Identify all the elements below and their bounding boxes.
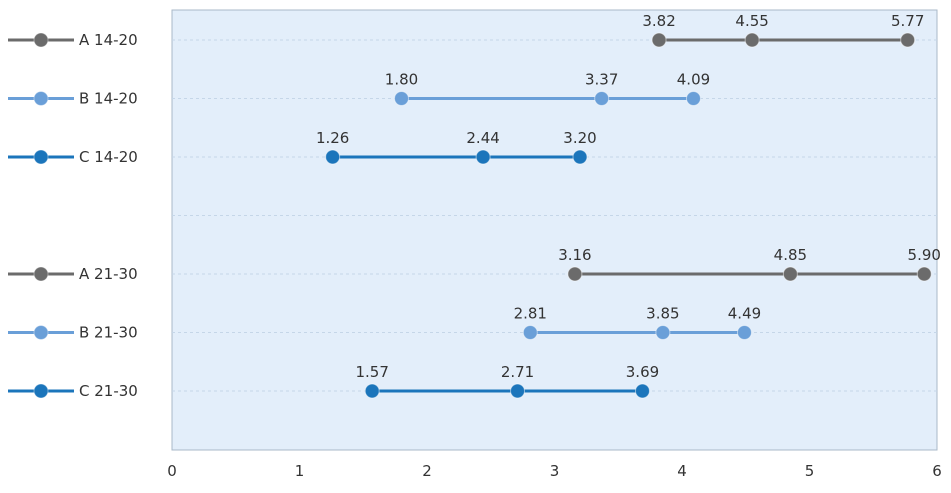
row-label: A 21-30: [79, 265, 138, 283]
x-tick-label: 2: [422, 462, 432, 480]
data-point: [685, 91, 701, 106]
data-label: 3.37: [585, 71, 618, 89]
legend-dot: [33, 91, 49, 106]
data-label: 4.85: [774, 246, 807, 264]
data-point: [916, 266, 932, 282]
data-point: [634, 383, 650, 399]
plot-area: [171, 9, 938, 451]
data-label: 4.09: [677, 71, 710, 89]
row-legend: A 14-20 B 14-20 C 14-20 A 21-30 B 21-30 C 21-…: [8, 31, 138, 400]
data-label: 1.26: [316, 129, 349, 147]
data-point: [364, 383, 380, 399]
data-label: 5.77: [891, 12, 924, 30]
x-tick-label: 4: [677, 462, 687, 480]
row-label: B 14-20: [79, 90, 138, 108]
row-label: B 21-30: [79, 324, 138, 342]
data-point: [567, 266, 583, 282]
data-point: [510, 383, 526, 399]
legend-dot: [33, 32, 49, 48]
data-label: 2.81: [514, 305, 547, 323]
row-label: C 21-30: [79, 382, 138, 400]
data-label: 1.57: [355, 363, 388, 381]
data-label: 5.90: [908, 246, 941, 264]
data-point: [900, 32, 916, 48]
data-label: 3.85: [646, 305, 679, 323]
data-point: [325, 149, 341, 165]
legend-dot: [33, 149, 49, 165]
data-point: [655, 325, 671, 340]
data-point: [736, 325, 752, 340]
data-point: [782, 266, 798, 282]
data-label: 2.44: [466, 129, 499, 147]
x-tick-label: 1: [295, 462, 305, 480]
data-label: 3.16: [558, 246, 591, 264]
legend-dot: [33, 383, 49, 399]
legend-dot: [33, 266, 49, 282]
data-point: [394, 91, 409, 106]
data-label: 1.80: [385, 71, 418, 89]
x-tick-label: 0: [167, 462, 177, 480]
row-label: A 14-20: [79, 31, 138, 49]
row-label: C 14-20: [79, 148, 138, 166]
data-label: 3.82: [642, 12, 675, 30]
x-axis: 0 1 2 3 4 5 6: [167, 462, 942, 480]
data-label: 3.69: [626, 363, 659, 381]
x-tick-label: 6: [932, 462, 942, 480]
data-point: [475, 149, 491, 165]
x-tick-label: 5: [805, 462, 815, 480]
data-point: [572, 149, 588, 165]
data-label: 4.49: [728, 305, 761, 323]
x-tick-label: 3: [550, 462, 560, 480]
data-marks: 3.82 4.55 5.77 1.80 3.37 4.09 1.26 2.44 3.20 3.16…: [316, 12, 941, 399]
data-label: 4.55: [735, 12, 768, 30]
data-point: [744, 32, 760, 48]
data-point: [594, 91, 610, 106]
data-label: 2.71: [501, 363, 534, 381]
legend-dot: [33, 325, 49, 340]
data-point: [651, 32, 667, 48]
data-label: 3.20: [563, 129, 596, 147]
data-point: [522, 325, 538, 340]
